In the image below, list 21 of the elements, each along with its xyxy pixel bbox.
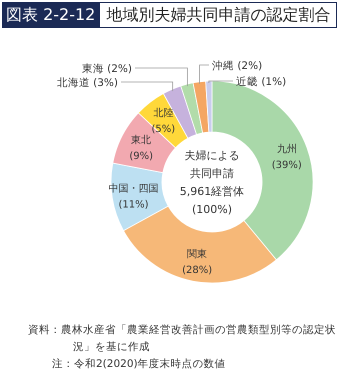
data-label: (28%) (182, 265, 212, 276)
slice-label: 東北 (131, 134, 152, 146)
slice-label: 中国・四国 (108, 182, 158, 194)
text: (100%) (192, 203, 232, 216)
text: 5,961経営体 (180, 185, 244, 198)
data-label: (39%) (272, 160, 302, 172)
chart-title: 図表 2-2-12 (2, 2, 100, 28)
slice-label: 東海 (2%) (82, 62, 132, 75)
text: 注：令和2(2020)年度末時点の数値 (51, 357, 227, 372)
data-label: (11%) (118, 199, 149, 210)
chart-subtitle: 地域別夫婦共同申請の認定割合 (99, 2, 338, 28)
slice-label: 北海道 (3%) (56, 76, 118, 89)
text: 資料：農林水産省「農業経営改善計画の営農類型別等の認定状況」を基に作成 (28, 323, 337, 355)
slice-label: 近畿 (1%) (236, 75, 286, 88)
data-label: (9%) (129, 150, 154, 162)
slice-label: 北陸 (153, 107, 174, 120)
text: 共同申請 (190, 167, 234, 180)
text: 夫婦による (184, 149, 240, 162)
slice-label: 関東 (187, 248, 208, 260)
slice-label: 九州 (276, 143, 297, 156)
slice-label: 沖縄 (2%) (212, 59, 262, 72)
